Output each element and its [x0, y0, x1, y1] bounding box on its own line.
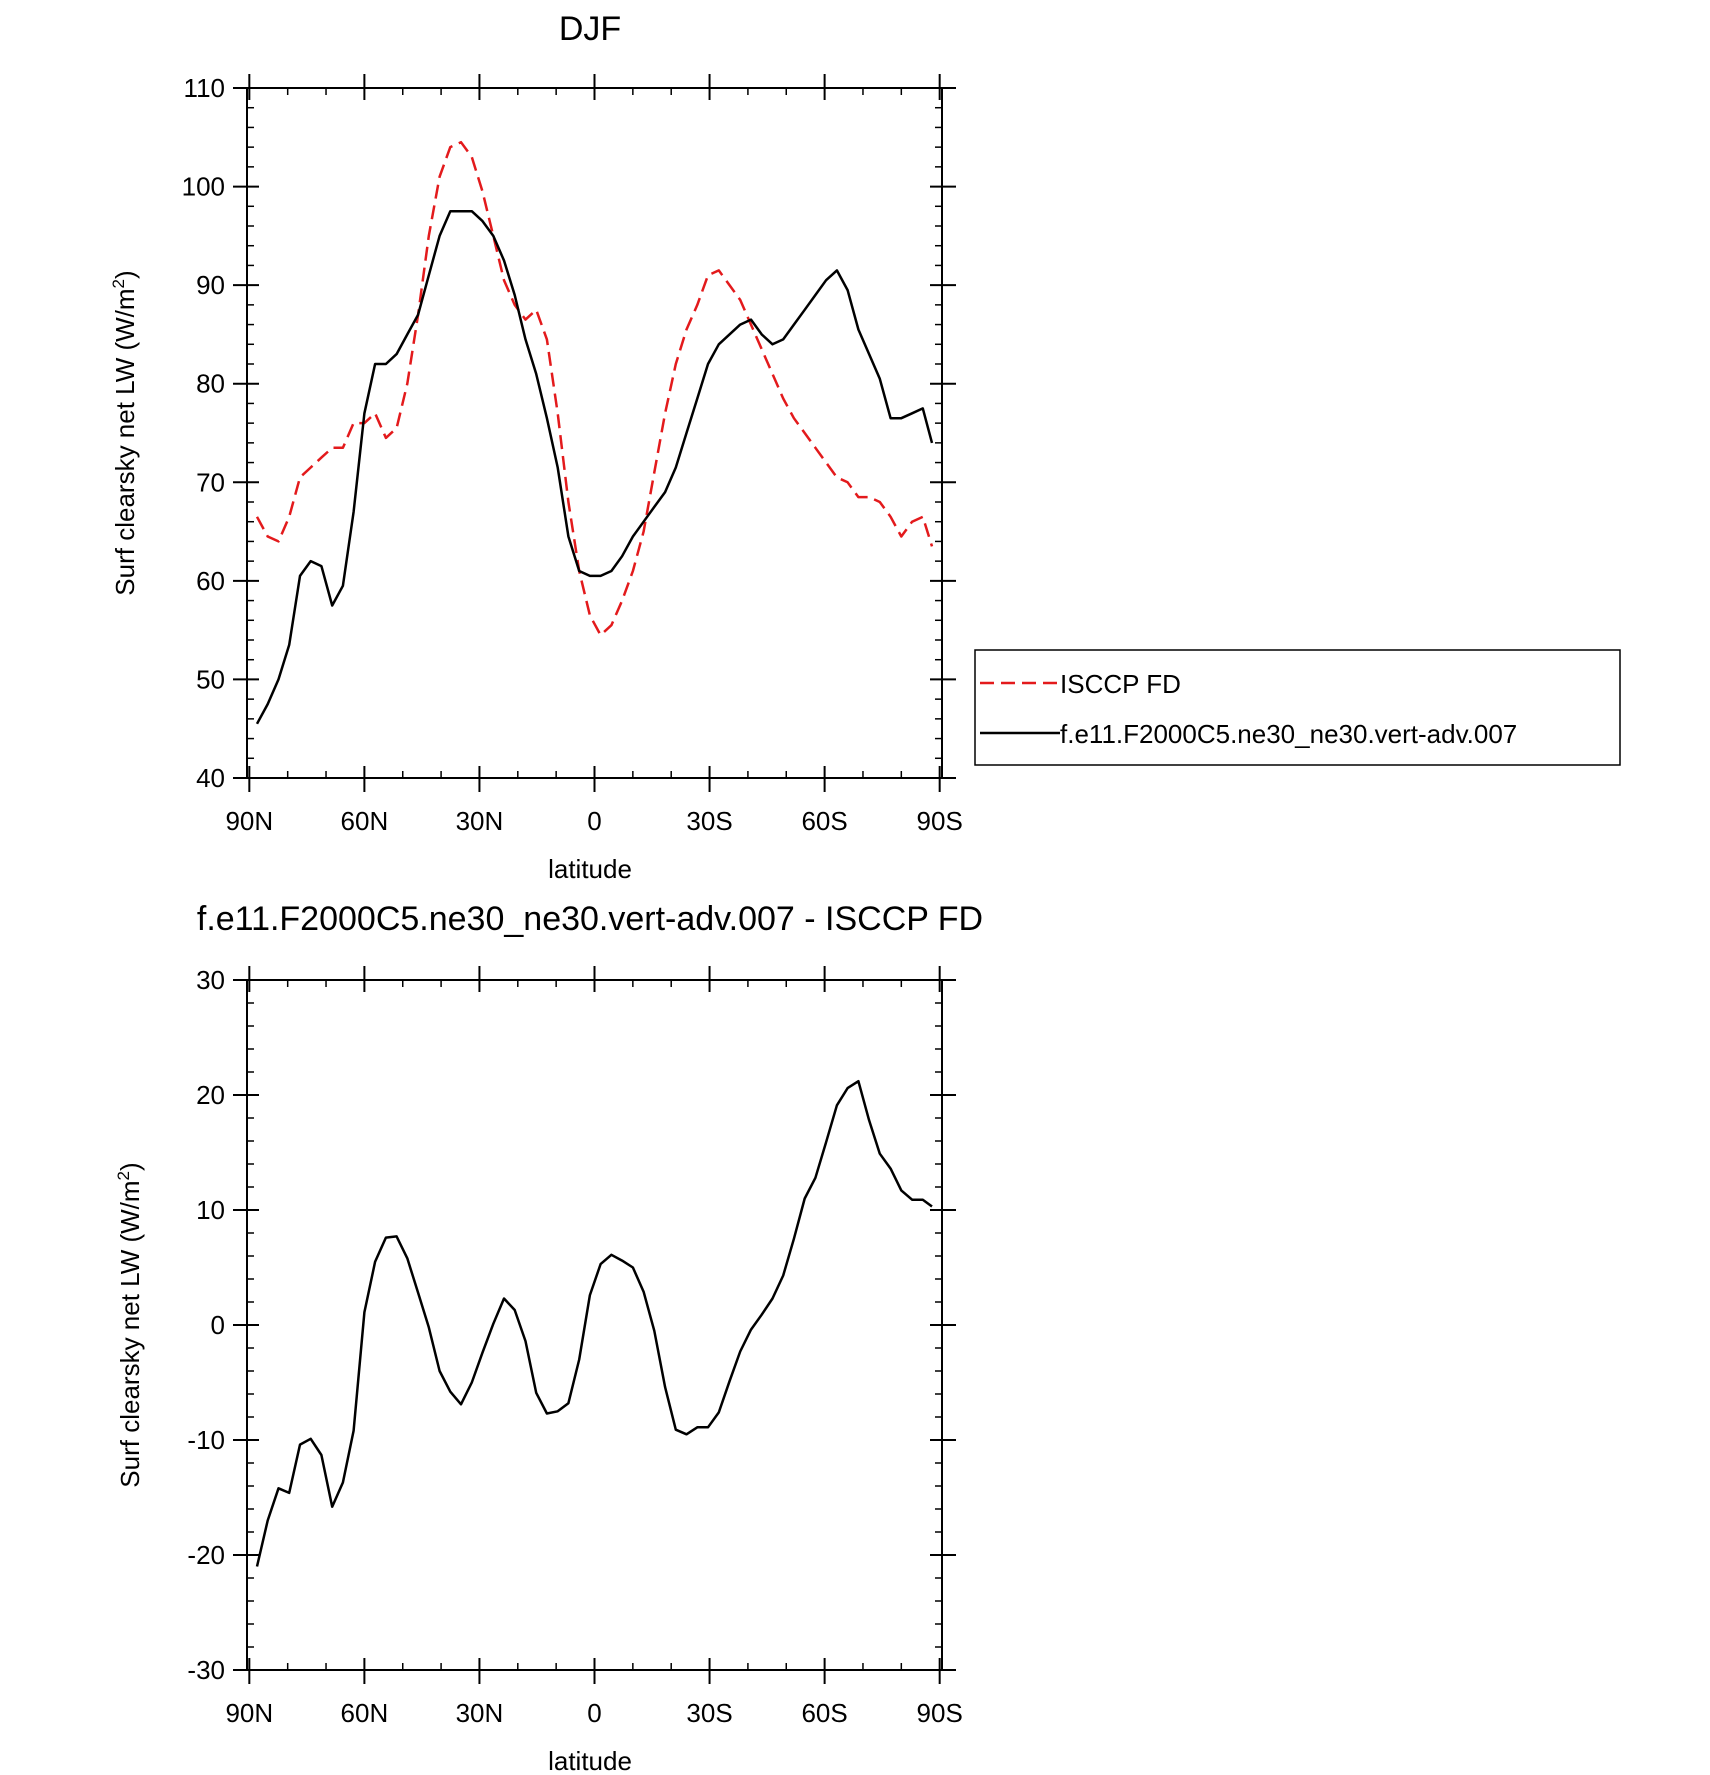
legend: ISCCP FD f.e11.F2000C5.ne30_ne30.vert-ad…	[974, 649, 1621, 766]
top-series-lines	[255, 140, 934, 725]
top-y-tick-label: 80	[196, 369, 225, 399]
top-x-tick-labels: 90N 60N 30N 0 30S 60S 90S	[225, 806, 962, 836]
bottom-x-tick-label: 0	[587, 1698, 601, 1728]
bottom-y-tick-label: 0	[211, 1310, 225, 1340]
bottom-y-tick-label: -10	[187, 1425, 225, 1455]
bottom-y-tick-label: 30	[196, 965, 225, 995]
top-y-tick-label: 60	[196, 566, 225, 596]
bottom-y-axis-label-main: Surf clearsky net LW (W/m	[115, 1180, 145, 1487]
legend-label-model: f.e11.F2000C5.ne30_ne30.vert-adv.007	[1060, 719, 1517, 749]
bottom-x-tick-label: 90N	[225, 1698, 273, 1728]
top-tick-marks	[233, 74, 956, 792]
bottom-series-line-0	[255, 1079, 933, 1567]
bottom-y-axis-label-sup: 2	[114, 1171, 133, 1180]
bottom-x-axis-label: latitude	[548, 1746, 632, 1775]
top-x-tick-label: 60S	[801, 806, 847, 836]
top-x-tick-label: 30S	[686, 806, 732, 836]
bottom-x-tick-label: 60N	[341, 1698, 389, 1728]
top-chart-title: DJF	[559, 10, 621, 48]
bottom-tick-marks	[233, 966, 956, 1684]
legend-label-isccp: ISCCP FD	[1060, 669, 1181, 699]
top-y-axis-label: Surf clearsky net LW (W/m2)	[109, 270, 140, 595]
bottom-chart-title: f.e11.F2000C5.ne30_ne30.vert-adv.007 - I…	[197, 900, 983, 938]
top-x-tick-label: 60N	[341, 806, 389, 836]
bottom-x-tick-label: 30N	[456, 1698, 504, 1728]
top-x-tick-label: 30N	[456, 806, 504, 836]
bottom-y-axis-label: Surf clearsky net LW (W/m2)	[114, 1162, 145, 1487]
bottom-plot-frame	[246, 979, 943, 1671]
bottom-y-tick-label: -30	[187, 1655, 225, 1685]
top-y-axis-label-end: )	[110, 270, 140, 279]
top-y-tick-labels: 40 50 60 70 80 90 100 110	[182, 73, 225, 793]
top-series-line-1	[255, 209, 934, 725]
top-x-tick-label: 90S	[917, 806, 963, 836]
top-x-tick-label: 0	[587, 806, 601, 836]
legend-box	[974, 649, 1621, 766]
bottom-x-tick-labels: 90N 60N 30N 0 30S 60S 90S	[225, 1698, 962, 1728]
top-y-tick-label: 110	[184, 73, 225, 103]
bottom-x-tick-label: 90S	[917, 1698, 963, 1728]
top-x-axis-label: latitude	[548, 854, 632, 884]
bottom-y-axis-label-end: )	[115, 1162, 145, 1171]
top-x-tick-label: 90N	[225, 806, 273, 836]
bottom-panel: f.e11.F2000C5.ne30_ne30.vert-adv.007 - I…	[114, 900, 983, 1775]
bottom-y-tick-label: 10	[196, 1195, 225, 1225]
top-y-axis-label-sup: 2	[109, 279, 128, 288]
bottom-series-lines	[255, 1079, 933, 1567]
bottom-x-tick-label: 30S	[686, 1698, 732, 1728]
top-y-tick-label: 100	[182, 172, 225, 202]
top-y-tick-label: 90	[196, 270, 225, 300]
top-series-line-0	[255, 140, 934, 637]
bottom-y-tick-labels: -30 -20 -10 0 10 20 30	[187, 965, 225, 1685]
top-y-tick-label: 40	[196, 763, 225, 793]
top-y-tick-label: 70	[196, 467, 225, 497]
bottom-y-tick-label: 20	[196, 1080, 225, 1110]
top-y-axis-label-main: Surf clearsky net LW (W/m	[110, 288, 140, 595]
top-plot-frame	[246, 87, 943, 779]
top-y-tick-label: 50	[196, 664, 225, 694]
bottom-y-tick-label: -20	[187, 1540, 225, 1570]
bottom-x-tick-label: 60S	[801, 1698, 847, 1728]
